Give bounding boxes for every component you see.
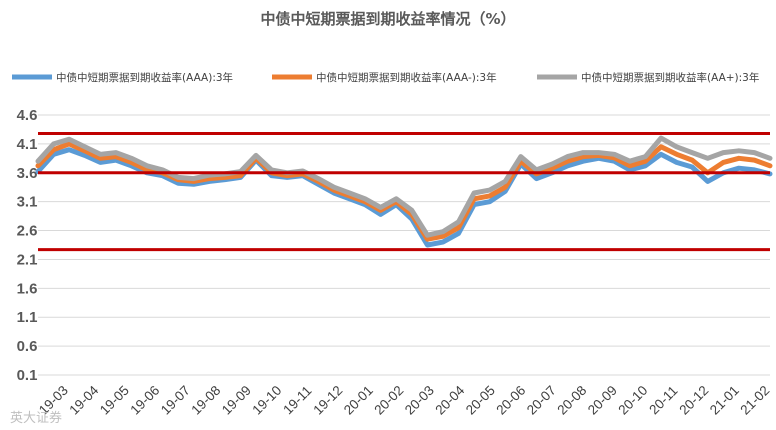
y-tick-label: 4.6 — [17, 107, 38, 124]
y-tick-label: 4.1 — [17, 136, 38, 153]
y-tick-label: 0.6 — [17, 338, 38, 355]
x-tick-label: 19-07 — [158, 383, 193, 418]
series-line-1 — [35, 141, 773, 242]
y-tick-label: 2.6 — [17, 223, 38, 240]
x-tick-label: 19-12 — [310, 383, 345, 418]
chart-title: 中债中短期票据到期收益率情况（%） — [260, 10, 515, 28]
series-line-2 — [35, 135, 773, 238]
y-tick-label: 3.6 — [17, 165, 38, 182]
x-tick-label: 20-10 — [615, 383, 650, 418]
y-tick-label: 2.1 — [17, 251, 38, 268]
x-axis: 19-0319-0419-0519-0619-0719-0819-0919-10… — [36, 382, 773, 417]
x-tick-label: 21-02 — [737, 383, 772, 418]
watermark: 英大证券 — [10, 410, 62, 426]
y-tick-label: 3.1 — [17, 194, 38, 211]
x-tick-label: 20-11 — [646, 383, 680, 417]
x-tick-label: 21-01 — [707, 383, 742, 418]
x-tick-label: 19-11 — [280, 383, 314, 417]
x-tick-label: 20-08 — [554, 383, 589, 418]
x-tick-label: 20-01 — [341, 383, 376, 418]
x-tick-label: 19-10 — [249, 383, 284, 418]
y-axis: 4.6 4.1 3.6 3.1 2.6 2.1 1.6 1.1 0.6 0.1 — [17, 107, 38, 384]
x-tick-label: 19-06 — [127, 383, 162, 418]
y-tick-label: 1.6 — [17, 280, 38, 297]
legend-label-aaa-minus: 中债中短期票据到期收益率(AAA-):3年 — [316, 71, 497, 84]
y-tick-label: 1.1 — [17, 309, 38, 326]
series-lines — [35, 135, 773, 248]
legend-label-aa-plus: 中债中短期票据到期收益率(AA+):3年 — [581, 71, 759, 84]
x-tick-label: 20-04 — [432, 382, 467, 417]
legend-label-aaa: 中债中短期票据到期收益率(AAA):3年 — [56, 71, 233, 84]
x-tick-label: 19-04 — [66, 382, 101, 417]
x-tick-label: 19-08 — [188, 383, 223, 418]
x-tick-label: 20-02 — [371, 383, 406, 418]
x-tick-label: 19-09 — [219, 383, 254, 418]
x-tick-label: 20-12 — [676, 383, 711, 418]
x-tick-label: 19-05 — [97, 383, 132, 418]
series-line-0 — [35, 147, 773, 248]
x-tick-label: 20-09 — [585, 383, 620, 418]
x-tick-label: 20-05 — [463, 383, 498, 418]
legend: 中债中短期票据到期收益率(AAA):3年 中债中短期票据到期收益率(AAA-):… — [12, 71, 759, 84]
x-tick-label: 20-07 — [524, 383, 559, 418]
reference-lines — [38, 131, 770, 252]
x-tick-label: 20-03 — [402, 383, 437, 418]
y-tick-label: 0.1 — [17, 367, 38, 384]
x-tick-label: 20-06 — [493, 383, 528, 418]
